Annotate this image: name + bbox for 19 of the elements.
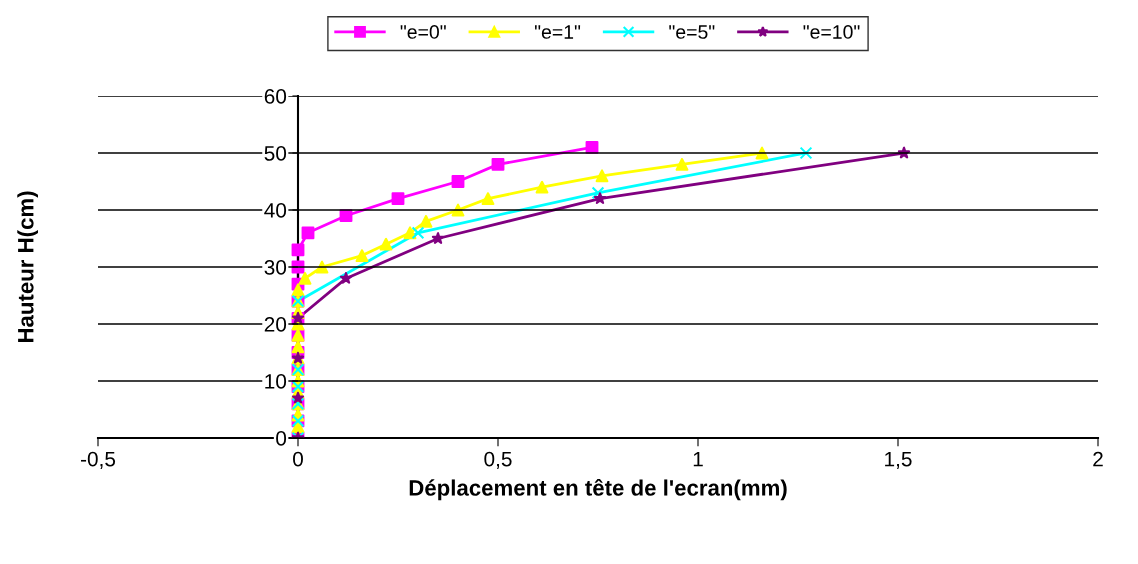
legend-label: "e=1": [534, 25, 581, 39]
y-tick-label: 60: [264, 89, 287, 104]
y-tick-label: 20: [264, 317, 287, 332]
x-tick-label: 0: [293, 451, 303, 467]
y-axis-title: Hauteur H(cm): [17, 191, 38, 343]
x-tick-label: 2: [1093, 451, 1103, 467]
y-tick-label: 0: [276, 431, 287, 446]
x-tick-label: 1: [693, 451, 703, 467]
y-tick-label: 40: [264, 203, 287, 218]
y-tick-label: 30: [264, 260, 287, 275]
y-tick-label: 50: [264, 146, 287, 161]
legend-label: "e=0": [400, 25, 446, 39]
legend-label: "e=5": [669, 25, 715, 39]
x-axis-title: Déplacement en tête de l'ecran(mm): [409, 478, 787, 501]
x-tick-label: -0,5: [80, 451, 116, 469]
legend-label: "e=10": [803, 25, 860, 39]
y-tick-label: 10: [265, 374, 287, 389]
x-tick-label: 0,5: [484, 451, 512, 469]
x-tick-label: 1,5: [885, 451, 912, 469]
